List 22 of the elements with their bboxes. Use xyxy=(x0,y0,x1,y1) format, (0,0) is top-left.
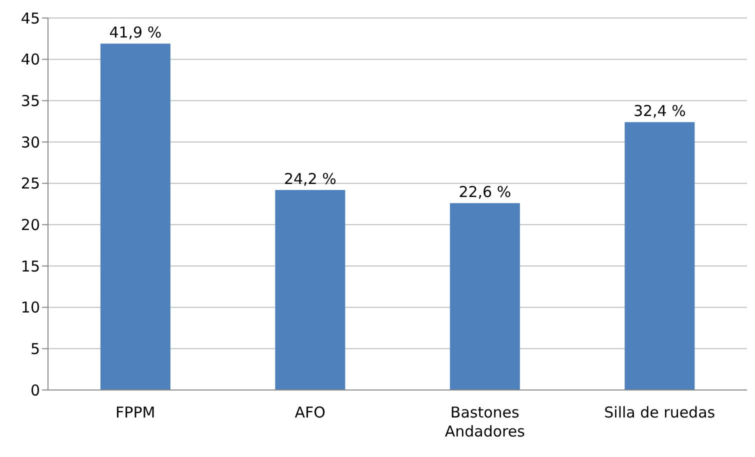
y-tick-label: 0 xyxy=(30,381,40,400)
y-tick-label: 10 xyxy=(20,298,40,317)
data-label: 41,9 % xyxy=(109,24,162,42)
y-tick-label: 5 xyxy=(30,340,40,358)
bar xyxy=(450,203,520,390)
bar xyxy=(275,190,346,390)
y-tick-label: 15 xyxy=(20,257,40,276)
data-label: 32,4 % xyxy=(633,102,686,120)
x-tick-label: FPPM xyxy=(116,404,156,422)
y-tick-label: 40 xyxy=(20,50,40,69)
x-tick-label: AFO xyxy=(294,404,326,422)
x-tick-label: Silla de ruedas xyxy=(604,404,716,422)
x-tick-label: Bastones Andadores xyxy=(444,404,526,440)
bar xyxy=(100,44,170,390)
y-tick-label: 45 xyxy=(20,9,40,28)
y-tick-label: 35 xyxy=(20,92,40,110)
data-label: 24,2 % xyxy=(284,170,336,188)
data-label: 22,6 % xyxy=(458,183,512,202)
bar xyxy=(624,122,695,390)
y-tick-label: 20 xyxy=(20,216,40,234)
y-tick-label: 25 xyxy=(20,174,40,193)
y-tick-label: 30 xyxy=(20,133,40,152)
